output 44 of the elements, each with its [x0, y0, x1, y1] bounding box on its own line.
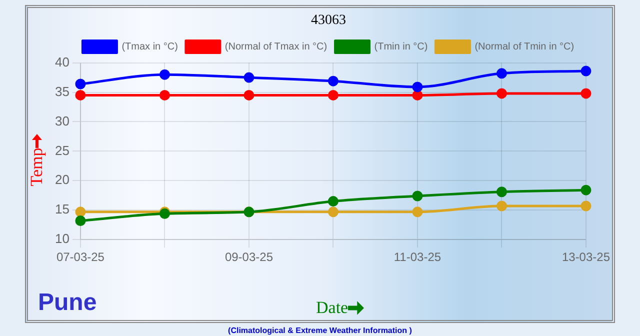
point	[244, 90, 254, 100]
y-tick-label: 35	[54, 84, 70, 99]
point	[496, 200, 507, 212]
x-axis-title: Date	[316, 298, 348, 318]
point	[496, 186, 507, 198]
point	[412, 90, 423, 100]
legend-label: (Normal of Tmax in °C)	[224, 42, 328, 53]
point	[75, 215, 86, 226]
point	[75, 90, 86, 100]
point	[328, 196, 338, 207]
point	[328, 76, 338, 86]
point	[159, 69, 170, 80]
legend-label: (Tmax in °C)	[122, 42, 178, 53]
point	[412, 82, 423, 92]
point	[412, 206, 423, 218]
point	[580, 66, 592, 76]
point	[75, 206, 86, 218]
legend-label: (Tmin in °C)	[374, 42, 428, 53]
point	[496, 68, 507, 79]
text: (Climatological & Extreme Weather Information )	[227, 326, 413, 335]
point	[580, 184, 592, 196]
y-tick-label: 25	[54, 142, 70, 158]
point	[580, 88, 592, 99]
text: Pune	[38, 289, 97, 317]
y-tick-label: 20	[54, 172, 70, 188]
y-tick-label: 10	[54, 231, 70, 246]
x-tick-label: 11-03-25	[394, 250, 442, 264]
y-tick-label: 30	[54, 113, 70, 128]
chart-title: 43063	[311, 13, 346, 28]
x-tick-label: 09-03-25	[224, 250, 274, 264]
point	[412, 190, 423, 202]
point	[75, 78, 86, 90]
legend-label: (Normal of Tmin in °C)	[474, 42, 574, 53]
y-tick-label: 15	[54, 202, 70, 217]
point	[159, 90, 170, 100]
y-axis-title: Temp	[27, 148, 47, 186]
x-tick-label: 13-03-25	[562, 250, 610, 264]
point	[244, 72, 254, 83]
y-tick-label: 40	[54, 54, 70, 70]
point	[496, 88, 507, 99]
point	[328, 90, 338, 100]
x-tick-label: 07-03-25	[56, 250, 105, 264]
point	[580, 200, 592, 212]
point	[328, 206, 338, 218]
